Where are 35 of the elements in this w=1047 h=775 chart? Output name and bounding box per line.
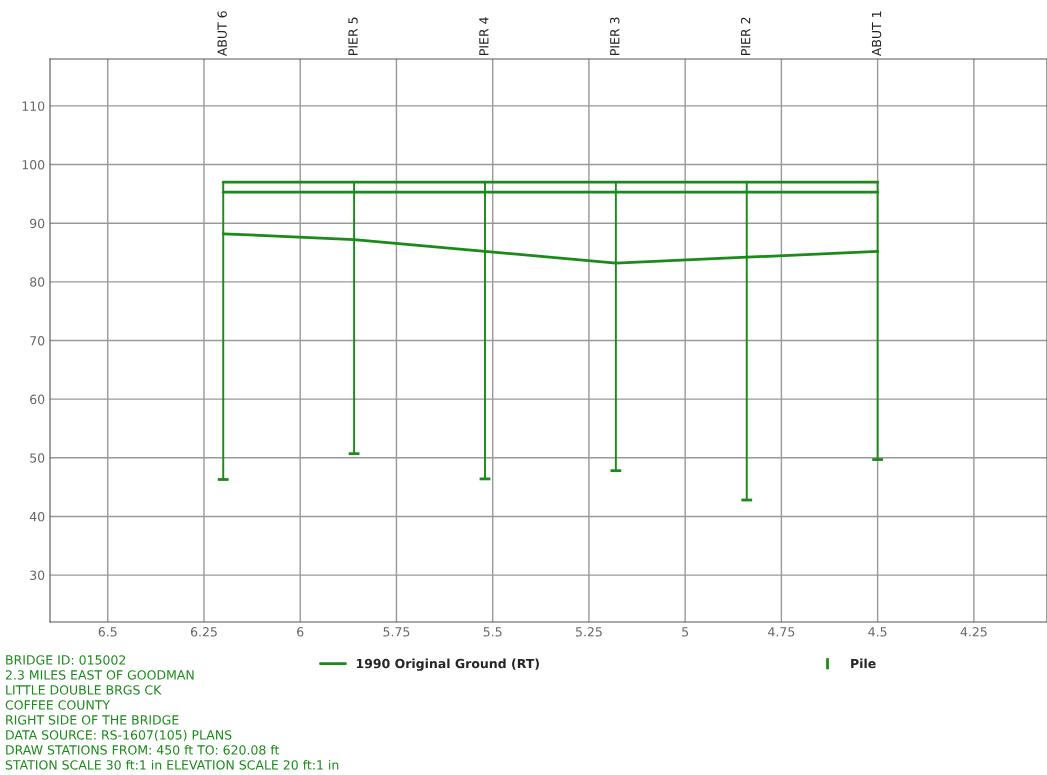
legend-label: 1990 Original Ground (RT) [356, 658, 539, 671]
y-tick-label: 30 [30, 570, 45, 581]
text: PIER 5 [348, 17, 358, 55]
text: COFFEE COUNTY [5, 700, 111, 710]
y-tick-label: 60 [30, 394, 45, 405]
text: RIGHT SIDE OF THE BRIDGE [6, 715, 179, 725]
text: STATION SCALE 30 ft:1 in ELEVATION SCALE 20 ft:1 in [5, 759, 339, 770]
x-tick-label: 4.25 [960, 627, 987, 637]
y-tick-label: 50 [30, 453, 45, 463]
y-tick-label: 70 [30, 335, 45, 346]
x-tick-label: 6.5 [98, 627, 117, 637]
x-tick-label: 6.25 [190, 627, 217, 637]
text: BRIDGE ID: 015002 [6, 655, 126, 665]
y-tick-label: 90 [30, 218, 45, 229]
text: 2.3 MILES EAST OF GOODMAN [5, 670, 194, 680]
x-tick-label: 6 [297, 627, 304, 637]
y-tick-label: 110 [22, 101, 45, 111]
text: DRAW STATIONS FROM: 450 ft TO: 620.08 ft [6, 744, 280, 755]
x-tick-label: 4.75 [768, 627, 795, 637]
text: ABUT 1 [871, 11, 882, 57]
text: PIER 3 [610, 17, 620, 55]
x-tick-label: 5.5 [483, 627, 502, 637]
y-tick-label: 100 [22, 160, 45, 170]
text: ABUT 6 [217, 11, 227, 57]
x-tick-label: 5.25 [575, 627, 602, 637]
x-tick-label: 5.75 [383, 627, 410, 637]
y-tick-label: 40 [29, 511, 45, 522]
x-tick-label: 4.5 [868, 627, 887, 637]
source-note: DATA SOURCE: RS-1607(105) PLANS [6, 729, 232, 742]
legend-label: Pile [851, 658, 876, 669]
text: PIER 2 [740, 17, 751, 55]
text: LITTLE DOUBLE BRGS CK [6, 685, 162, 695]
x-tick-label: 5 [682, 627, 689, 637]
text: PIER 4 [479, 17, 489, 55]
y-tick-label: 80 [30, 277, 45, 287]
